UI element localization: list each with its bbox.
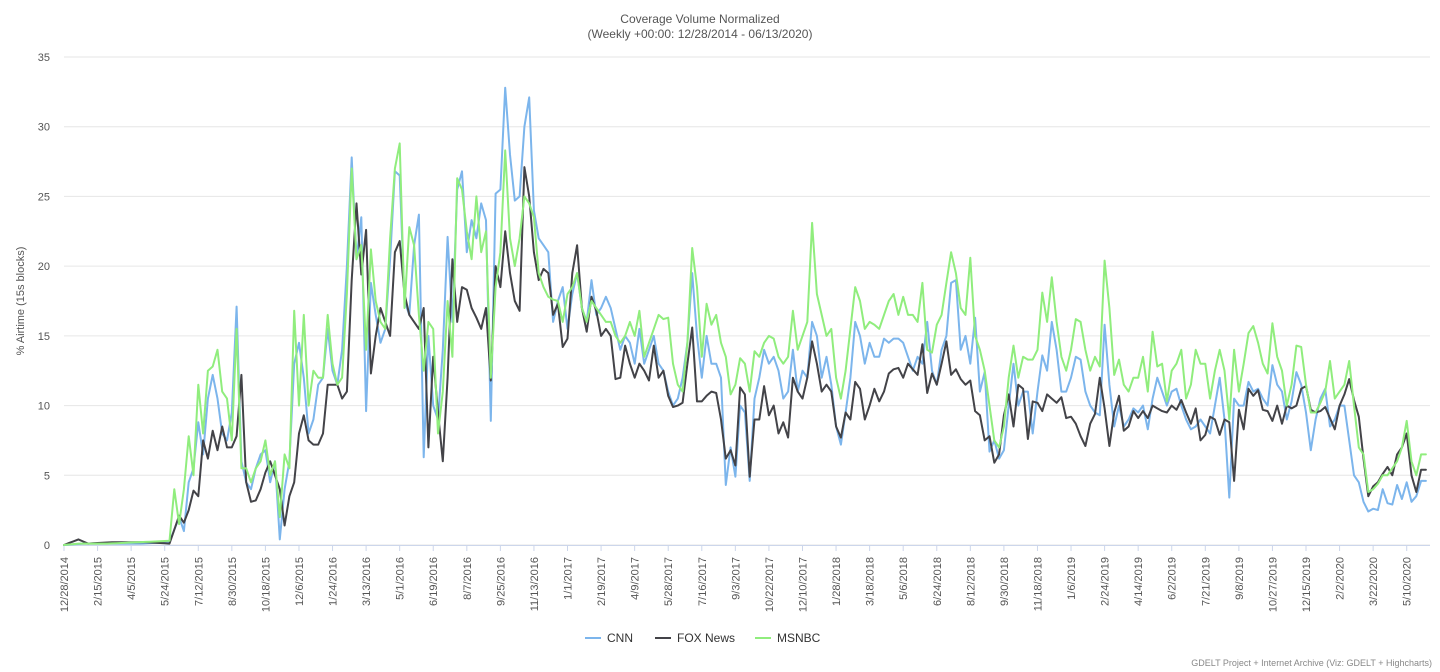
x-tick-label: 3/18/2018 <box>865 557 877 606</box>
x-tick-label: 12/6/2015 <box>294 557 306 606</box>
y-tick-label: 5 <box>44 470 50 482</box>
legend-item-fox-news[interactable]: FOX News <box>655 631 735 645</box>
x-tick-label: 9/3/2017 <box>730 557 742 600</box>
series-line-fox-news[interactable] <box>63 166 1427 546</box>
x-tick-label: 10/27/2019 <box>1267 557 1279 612</box>
series-group <box>63 86 1427 546</box>
y-tick-label: 15 <box>38 331 50 343</box>
x-tick-label: 2/2/2020 <box>1335 557 1347 600</box>
y-tick-label: 25 <box>38 191 50 203</box>
y-tick-label: 30 <box>38 122 50 134</box>
x-tick-label: 1/1/2017 <box>563 557 575 600</box>
legend-label: MSNBC <box>777 631 821 645</box>
x-tick-label: 5/24/2015 <box>160 557 172 606</box>
chart-subtitle: (Weekly +00:00: 12/28/2014 - 06/13/2020) <box>588 27 813 41</box>
credits-text[interactable]: GDELT Project + Internet Archive (Viz: G… <box>1191 658 1432 668</box>
legend: CNN FOX News MSNBC <box>585 631 821 645</box>
x-tick-label: 10/18/2015 <box>260 557 272 612</box>
x-tick-label: 4/14/2019 <box>1133 557 1145 606</box>
y-axis-title: % Airtime (15s blocks) <box>15 247 27 356</box>
x-tick-label: 9/30/2018 <box>999 557 1011 606</box>
y-tick-label: 0 <box>44 540 50 552</box>
x-tick-label: 9/25/2016 <box>495 557 507 606</box>
y-tick-label: 20 <box>38 261 50 273</box>
x-tick-label: 1/28/2018 <box>831 557 843 606</box>
x-tick-label: 7/16/2017 <box>697 557 709 606</box>
x-tick-label: 10/22/2017 <box>764 557 776 612</box>
x-tick-label: 8/7/2016 <box>462 557 474 600</box>
x-tick-label: 12/15/2019 <box>1301 557 1313 612</box>
x-tick-label: 5/1/2016 <box>395 557 407 600</box>
x-tick-label: 6/19/2016 <box>428 557 440 606</box>
chart-title: Coverage Volume Normalized <box>620 12 779 26</box>
x-tick-label: 1/6/2019 <box>1066 557 1078 600</box>
legend-item-cnn[interactable]: CNN <box>585 631 633 645</box>
x-axis-ticks: 12/28/2014 2/15/2015 4/5/2015 5/24/2015 7/12… <box>59 545 1414 612</box>
x-tick-label: 2/15/2015 <box>93 557 105 606</box>
x-tick-label: 3/22/2020 <box>1368 557 1380 606</box>
x-tick-label: 5/6/2018 <box>898 557 910 600</box>
x-tick-label: 5/10/2020 <box>1402 557 1414 606</box>
x-tick-label: 2/24/2019 <box>1100 557 1112 606</box>
x-tick-label: 12/10/2017 <box>797 557 809 612</box>
x-tick-label: 4/5/2015 <box>126 557 138 600</box>
x-tick-label: 2/19/2017 <box>596 557 608 606</box>
x-tick-label: 4/9/2017 <box>630 557 642 600</box>
x-tick-label: 11/13/2016 <box>529 557 541 611</box>
x-tick-label: 7/12/2015 <box>193 557 205 606</box>
y-tick-label: 35 <box>38 52 50 64</box>
x-tick-label: 9/8/2019 <box>1234 557 1246 600</box>
x-tick-label: 3/13/2016 <box>361 557 373 606</box>
x-tick-label: 1/24/2016 <box>328 557 340 606</box>
x-tick-label: 11/18/2018 <box>1032 557 1044 611</box>
x-tick-label: 7/21/2019 <box>1200 557 1212 606</box>
x-tick-label: 5/28/2017 <box>663 557 675 606</box>
x-tick-label: 6/24/2018 <box>932 557 944 606</box>
y-tick-label: 10 <box>38 401 50 413</box>
x-tick-label: 6/2/2019 <box>1167 557 1179 600</box>
y-axis-ticks: 0 5 10 15 20 25 30 35 <box>38 52 50 552</box>
legend-label: CNN <box>607 631 633 645</box>
legend-label: FOX News <box>677 631 735 645</box>
series-line-msnbc[interactable] <box>63 142 1427 546</box>
x-tick-label: 8/30/2015 <box>227 557 239 606</box>
x-tick-label: 8/12/2018 <box>965 557 977 606</box>
legend-item-msnbc[interactable]: MSNBC <box>755 631 821 645</box>
x-tick-label: 12/28/2014 <box>59 557 71 612</box>
series-line-cnn[interactable] <box>63 86 1427 546</box>
